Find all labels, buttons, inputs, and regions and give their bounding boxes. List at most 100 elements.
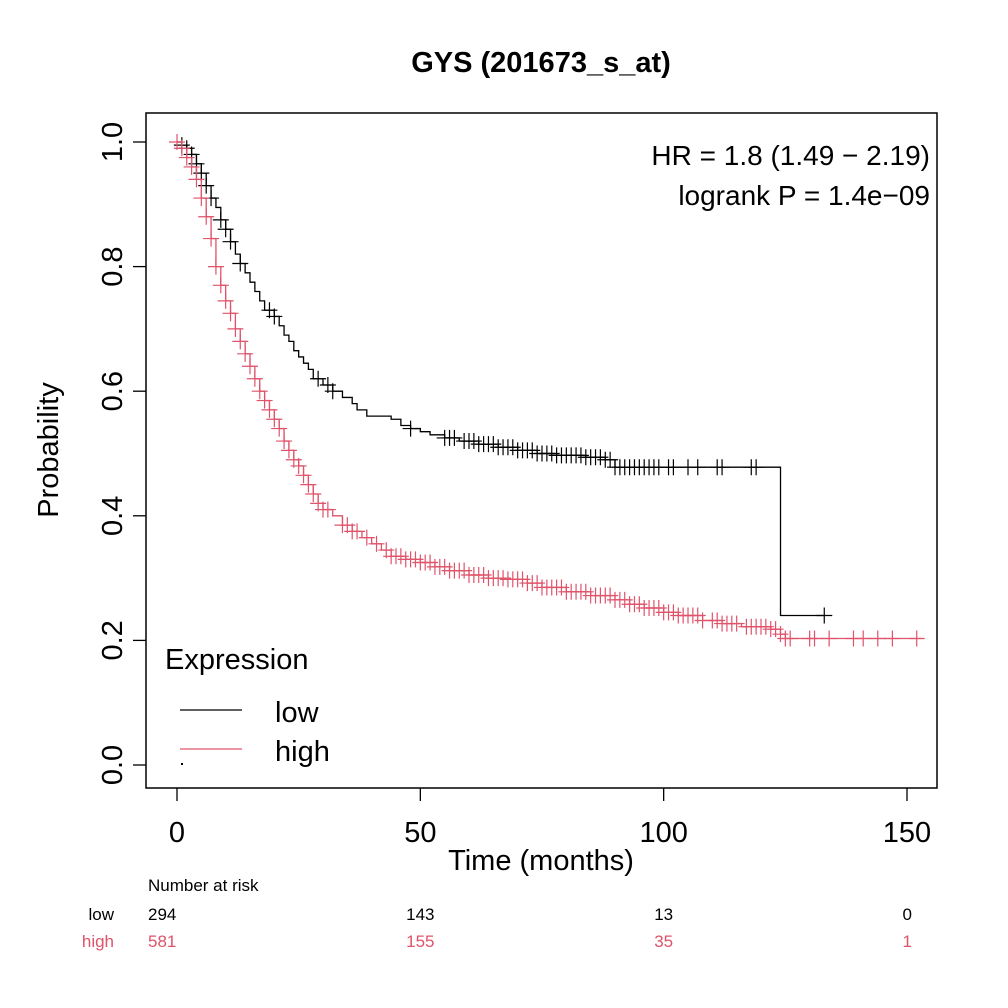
- censor-mark-high: [368, 535, 385, 552]
- survival-curves: [169, 134, 925, 647]
- censor-mark-high: [884, 630, 901, 647]
- censor-mark-high: [806, 630, 823, 647]
- censor-mark-high: [237, 345, 254, 362]
- censor-mark-high: [514, 571, 531, 588]
- risk-table-header: Number at risk: [148, 876, 259, 895]
- censor-mark-low: [748, 459, 765, 476]
- censor-mark-high: [183, 158, 200, 175]
- censor-mark-high: [256, 392, 273, 409]
- risk-row-label: high: [82, 932, 114, 951]
- y-tick-label: 0.8: [97, 246, 129, 286]
- censor-mark-low: [324, 383, 341, 400]
- censor-mark-low: [665, 459, 682, 476]
- censor-mark-low: [543, 445, 560, 462]
- censor-mark-high: [266, 411, 283, 428]
- hazard-ratio-annotation: HR = 1.8 (1.49 − 2.19): [651, 140, 930, 171]
- censor-mark-high: [475, 566, 492, 583]
- censor-mark-high: [650, 600, 667, 617]
- censor-mark-high: [280, 442, 297, 459]
- legend-title: Expression: [165, 644, 308, 676]
- risk-value: 581: [148, 932, 176, 951]
- risk-value: 1: [903, 932, 912, 951]
- censor-mark-low: [485, 436, 502, 453]
- censor-mark-high: [529, 575, 546, 592]
- risk-table: Number at risk low 294 143 13 0 high 581 155 35 1: [82, 876, 912, 951]
- x-axis-label: Time (months): [448, 845, 634, 877]
- censor-mark-high: [290, 457, 307, 474]
- censor-mark-high: [855, 630, 872, 647]
- x-tick-label: 100: [639, 817, 687, 849]
- legend-label-low: low: [275, 697, 320, 729]
- censor-mark-high: [392, 548, 409, 565]
- censor-mark-low: [592, 449, 609, 466]
- x-axis: 0 50 100 150: [169, 788, 931, 849]
- censor-mark-high: [193, 190, 210, 207]
- chart-title: GYS (201673_s_at): [411, 47, 671, 79]
- censor-mark-high: [300, 476, 317, 493]
- censor-mark-high: [869, 630, 886, 647]
- censor-mark-high: [602, 587, 619, 604]
- censor-mark-low: [465, 433, 482, 450]
- legend: Expression low high: [165, 644, 330, 768]
- censor-mark-low: [572, 447, 589, 464]
- risk-value: 35: [654, 932, 673, 951]
- x-tick-label: 150: [883, 817, 931, 849]
- censor-mark-low: [217, 221, 234, 238]
- y-tick-label: 0.4: [97, 496, 129, 536]
- censor-mark-high: [436, 558, 453, 575]
- legend-label-high: high: [275, 736, 330, 768]
- censor-mark-high: [553, 579, 570, 596]
- legend-dot: [181, 763, 183, 765]
- censor-mark-high: [217, 292, 234, 309]
- censor-mark-high: [305, 485, 322, 502]
- censor-mark-low: [310, 370, 327, 387]
- logrank-p-annotation: logrank P = 1.4e−09: [678, 180, 930, 211]
- censor-mark-low: [266, 308, 283, 325]
- censor-mark-high: [349, 523, 366, 540]
- censor-mark-low: [602, 451, 619, 468]
- censor-mark-high: [422, 554, 439, 571]
- censor-mark-high: [251, 383, 268, 400]
- censor-mark-high: [198, 208, 215, 225]
- x-tick-label: 0: [169, 817, 185, 849]
- censor-mark-high: [295, 467, 312, 484]
- risk-row-label: low: [88, 905, 114, 924]
- censor-mark-high: [203, 230, 220, 247]
- censor-mark-low: [524, 442, 541, 459]
- x-tick-label: 50: [404, 817, 436, 849]
- survival-curve-high: [177, 141, 922, 640]
- risk-value: 13: [654, 905, 673, 924]
- censor-mark-high: [173, 140, 190, 157]
- censor-mark-high: [227, 320, 244, 337]
- censor-mark-high: [728, 615, 745, 632]
- censor-mark-high: [665, 604, 682, 621]
- censor-mark-high: [222, 305, 239, 322]
- y-tick-label: 0.0: [97, 745, 129, 785]
- y-tick-label: 0.6: [97, 371, 129, 411]
- y-axis-label: Probability: [33, 382, 65, 518]
- censor-mark-high: [271, 420, 288, 437]
- censor-mark-low: [816, 607, 833, 624]
- risk-value: 294: [148, 905, 176, 924]
- y-tick-label: 1.0: [97, 122, 129, 162]
- censor-mark-high: [821, 630, 838, 647]
- censor-mark-high: [242, 358, 258, 375]
- censor-mark-high: [276, 433, 293, 450]
- censor-mark-low: [222, 233, 239, 250]
- censor-mark-high: [319, 501, 336, 518]
- y-tick-label: 0.2: [97, 620, 129, 660]
- risk-value: 155: [406, 932, 434, 951]
- censor-mark-high: [358, 529, 375, 546]
- plot-frame: [145, 112, 938, 789]
- censor-mark-low: [402, 420, 419, 437]
- censor-mark-low: [504, 439, 521, 456]
- censor-mark-high: [232, 333, 249, 350]
- censor-mark-high: [207, 258, 224, 275]
- censor-mark-low: [446, 429, 463, 446]
- censor-mark-high: [246, 370, 263, 387]
- censor-mark-high: [178, 149, 195, 166]
- risk-value: 0: [903, 905, 912, 924]
- censor-mark-low: [714, 459, 731, 476]
- censor-mark-high: [188, 171, 205, 188]
